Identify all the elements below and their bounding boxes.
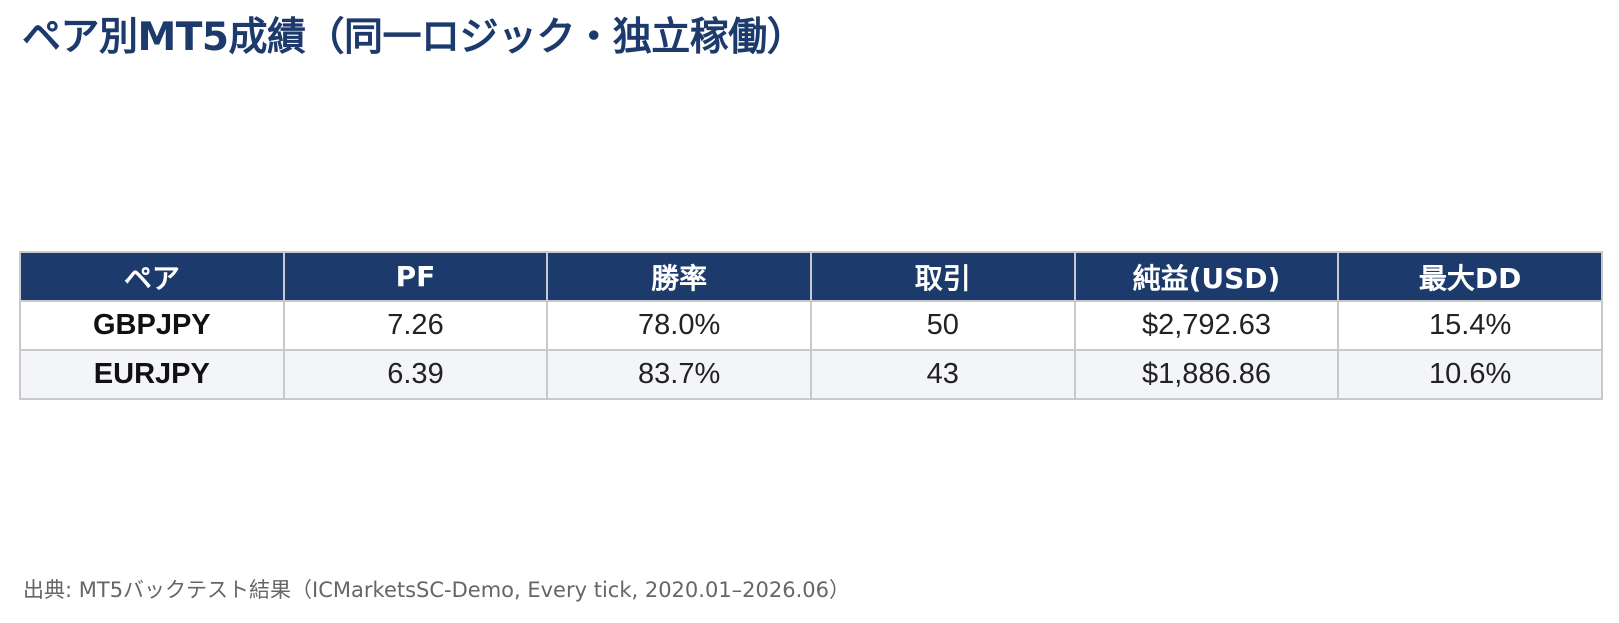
cell-win-rate: 78.0% [546,300,812,351]
page-title: ペア別MT5成績（同一ロジック・独立稼働） [22,15,806,60]
table-row: EURJPY 6.39 83.7% 43 $1,886.86 10.6% [19,349,1603,400]
results-table-container: ペア PF 勝率 取引 純益(USD) 最大DD GBPJPY 7.26 78.… [19,251,1603,400]
column-header-net-profit: 純益(USD) [1073,251,1340,302]
column-header-pair: ペア [19,251,285,302]
table-row: GBPJPY 7.26 78.0% 50 $2,792.63 15.4% [19,300,1603,351]
cell-max-dd: 15.4% [1337,300,1603,351]
cell-pair: GBPJPY [19,300,285,351]
table-header-row: ペア PF 勝率 取引 純益(USD) 最大DD [19,251,1603,302]
pair-results-table: ペア PF 勝率 取引 純益(USD) 最大DD GBPJPY 7.26 78.… [19,251,1603,400]
column-header-win-rate: 勝率 [546,251,812,302]
source-note: 出典: MT5バックテスト結果（ICMarketsSC-Demo, Every … [23,578,851,602]
cell-win-rate: 83.7% [546,349,812,400]
cell-pair: EURJPY [19,349,285,400]
cell-net-profit: $2,792.63 [1073,300,1340,351]
column-header-max-dd: 最大DD [1337,251,1603,302]
cell-trades: 43 [809,349,1076,400]
cell-pf: 6.39 [282,349,549,400]
cell-trades: 50 [809,300,1076,351]
cell-net-profit: $1,886.86 [1073,349,1340,400]
column-header-pf: PF [282,251,549,302]
column-header-trades: 取引 [809,251,1076,302]
cell-max-dd: 10.6% [1337,349,1603,400]
cell-pf: 7.26 [282,300,549,351]
